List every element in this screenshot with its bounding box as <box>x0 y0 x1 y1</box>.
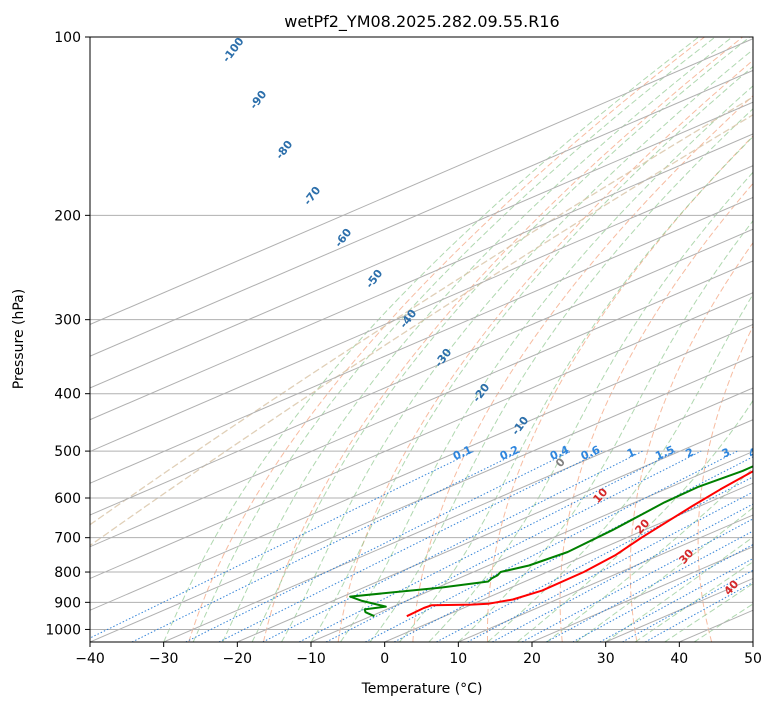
background-lines <box>90 37 775 642</box>
mixing-ratio-line <box>90 450 475 639</box>
mixing-ratio-line <box>546 530 753 642</box>
dry-adiabat-line <box>764 37 775 642</box>
dry-adiabat-line <box>263 37 743 642</box>
y-tick-label: 700 <box>54 531 81 547</box>
y-tick-label: 200 <box>54 208 81 224</box>
dry-adiabat-line <box>559 182 753 642</box>
y-tick-label: 1000 <box>45 622 81 638</box>
x-axis-label: Temperature (°C) <box>361 681 483 697</box>
mixing-ratio-line <box>298 450 677 642</box>
moist-adiabat-line <box>222 37 733 642</box>
y-axis: 100 200 300 400 500 600 700 800 900 1000 <box>45 30 90 638</box>
reference-curve-line <box>90 96 753 526</box>
reference-curve-line <box>90 114 753 547</box>
y-tick-label: 100 <box>54 30 81 46</box>
isotherm-line <box>458 514 753 642</box>
y-axis-label: Pressure (hPa) <box>11 289 27 389</box>
isotherm-line <box>90 355 753 642</box>
isotherm-line <box>237 419 753 642</box>
isotherm-line <box>752 641 753 642</box>
moist-adiabat-line <box>192 37 716 642</box>
isotherm-line <box>90 165 753 453</box>
moist-adiabat-line <box>281 48 753 642</box>
moist-adiabat-line <box>428 171 753 642</box>
chart-title: wetPf2_YM08.2025.282.09.55.R16 <box>284 12 559 32</box>
plot-frame <box>89 36 754 643</box>
mixing-ratio-line <box>467 491 753 642</box>
mixing-ratio-line <box>185 450 572 642</box>
isotherm-line <box>310 450 753 642</box>
moist-adiabat-line <box>487 293 753 642</box>
sounding-profiles <box>349 465 753 618</box>
dewpoint-profile-line <box>349 465 753 618</box>
isotherm-line <box>90 196 753 484</box>
y-tick-label: 600 <box>54 491 81 507</box>
x-tick-label: 20 <box>523 651 541 667</box>
x-tick-label: 50 <box>744 651 762 667</box>
y-tick-label: 500 <box>54 444 81 460</box>
isotherm-line <box>90 228 753 516</box>
moist-adiabat-line <box>163 37 700 642</box>
x-tick-label: −10 <box>296 651 326 667</box>
moist-adiabat-line <box>605 536 753 642</box>
y-tick-label: 300 <box>54 313 81 329</box>
moist-adiabat-line <box>251 37 751 642</box>
mixing-ratio-line <box>365 450 738 642</box>
mixing-ratio-line <box>521 518 753 642</box>
x-tick-label: −30 <box>149 651 179 667</box>
mixing-ratio-label: 4 <box>747 445 760 460</box>
moist-adiabat-line <box>399 135 753 642</box>
mixing-ratio-line <box>572 544 753 642</box>
moist-adiabat-line <box>634 561 753 642</box>
x-tick-label: −20 <box>223 651 253 667</box>
mixing-ratio-line <box>325 450 702 642</box>
moist-adiabat-line <box>664 583 753 642</box>
isotherm-line <box>90 133 753 421</box>
isotherm-line <box>163 387 753 642</box>
dry-adiabat-line <box>697 325 753 642</box>
x-tick-label: 0 <box>380 651 389 667</box>
moist-adiabat-line <box>369 108 753 642</box>
isotherm-line <box>90 101 753 389</box>
moist-adiabat-line <box>546 467 753 642</box>
x-axis: −40 −30 −20 −10 0 10 20 30 40 50 <box>75 642 762 667</box>
y-tick-label: 400 <box>54 387 81 403</box>
dry-adiabat-line <box>487 135 753 642</box>
y-tick-label: 800 <box>54 565 81 581</box>
mixing-ratio-line <box>131 450 522 642</box>
isotherm-line <box>90 292 753 580</box>
x-tick-label: 40 <box>670 651 688 667</box>
isotherm-line <box>90 323 753 611</box>
moist-adiabat-line <box>516 399 753 642</box>
isotherm-line <box>90 38 753 326</box>
moist-adiabat-line <box>457 219 753 642</box>
dry-adiabat-line <box>337 59 753 642</box>
x-tick-label: −40 <box>75 651 105 667</box>
mixing-ratio-line <box>436 476 753 642</box>
plot-background <box>90 37 753 642</box>
moist-adiabat-line <box>340 85 753 642</box>
dry-adiabat-line <box>629 241 753 642</box>
isotherm-line <box>90 69 753 357</box>
isotherm-line <box>384 482 753 642</box>
mixing-ratio-line <box>492 503 753 642</box>
x-tick-label: 10 <box>449 651 467 667</box>
dry-adiabat-line <box>188 37 705 642</box>
y-tick-label: 900 <box>54 595 81 611</box>
temperature-profile-line <box>406 470 753 618</box>
isotherm-line <box>90 260 753 548</box>
x-tick-label: 30 <box>597 651 615 667</box>
